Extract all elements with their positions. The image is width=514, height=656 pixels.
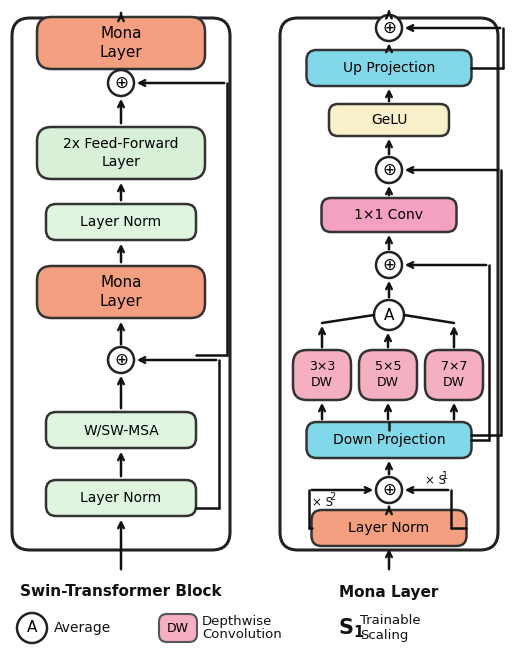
Text: ⊕: ⊕: [382, 256, 396, 274]
Text: 7×7
DW: 7×7 DW: [440, 361, 467, 390]
FancyBboxPatch shape: [46, 480, 196, 516]
Text: ⊕: ⊕: [382, 19, 396, 37]
Text: A: A: [27, 621, 37, 636]
Text: W/SW-MSA: W/SW-MSA: [83, 423, 159, 437]
Text: Layer Norm: Layer Norm: [80, 215, 161, 229]
Text: Mona Layer: Mona Layer: [339, 584, 438, 600]
FancyBboxPatch shape: [37, 266, 205, 318]
Text: $\mathbf{S_1}$: $\mathbf{S_1}$: [338, 616, 364, 640]
Circle shape: [376, 15, 402, 41]
Text: Down Projection: Down Projection: [333, 433, 445, 447]
Circle shape: [376, 252, 402, 278]
FancyBboxPatch shape: [46, 412, 196, 448]
Text: Scaling: Scaling: [360, 628, 409, 642]
Text: ⊕: ⊕: [114, 74, 128, 92]
Text: ⊕: ⊕: [382, 481, 396, 499]
Text: A: A: [384, 308, 394, 323]
Text: ⊕: ⊕: [114, 351, 128, 369]
Text: × S: × S: [312, 497, 333, 510]
Text: Convolution: Convolution: [202, 628, 282, 642]
FancyBboxPatch shape: [159, 614, 197, 642]
Text: 2x Feed-Forward
Layer: 2x Feed-Forward Layer: [63, 137, 179, 169]
Text: Layer Norm: Layer Norm: [348, 521, 430, 535]
Text: Up Projection: Up Projection: [343, 61, 435, 75]
FancyBboxPatch shape: [359, 350, 417, 400]
FancyBboxPatch shape: [329, 104, 449, 136]
Text: GeLU: GeLU: [371, 113, 407, 127]
FancyBboxPatch shape: [293, 350, 351, 400]
Circle shape: [376, 157, 402, 183]
Circle shape: [376, 477, 402, 503]
Circle shape: [17, 613, 47, 643]
Circle shape: [108, 347, 134, 373]
Text: Average: Average: [54, 621, 111, 635]
Text: 1×1 Conv: 1×1 Conv: [355, 208, 424, 222]
FancyBboxPatch shape: [425, 350, 483, 400]
FancyBboxPatch shape: [280, 18, 498, 550]
Circle shape: [374, 300, 404, 330]
Text: Depthwise: Depthwise: [202, 615, 272, 628]
Text: Mona
Layer: Mona Layer: [100, 276, 142, 309]
Text: 3×3
DW: 3×3 DW: [309, 361, 335, 390]
Text: Swin-Transformer Block: Swin-Transformer Block: [20, 584, 222, 600]
Text: × S: × S: [425, 474, 446, 487]
FancyBboxPatch shape: [37, 17, 205, 69]
Text: Trainable: Trainable: [360, 615, 420, 628]
Text: 5×5
DW: 5×5 DW: [375, 361, 401, 390]
Text: Layer Norm: Layer Norm: [80, 491, 161, 505]
FancyBboxPatch shape: [306, 422, 471, 458]
Text: 2: 2: [329, 492, 335, 502]
FancyBboxPatch shape: [311, 510, 467, 546]
Text: DW: DW: [167, 621, 189, 634]
FancyBboxPatch shape: [12, 18, 230, 550]
FancyBboxPatch shape: [37, 127, 205, 179]
FancyBboxPatch shape: [321, 198, 456, 232]
Circle shape: [108, 70, 134, 96]
Text: ⊕: ⊕: [382, 161, 396, 179]
Text: Mona
Layer: Mona Layer: [100, 26, 142, 60]
Text: 1: 1: [442, 471, 448, 481]
FancyBboxPatch shape: [306, 50, 471, 86]
FancyBboxPatch shape: [46, 204, 196, 240]
